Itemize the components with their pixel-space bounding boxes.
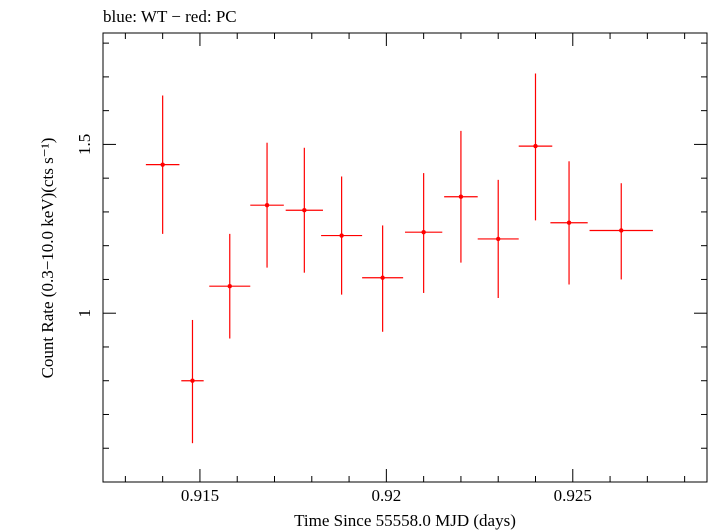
point-marker bbox=[380, 275, 385, 280]
data-point bbox=[477, 179, 519, 299]
data-point bbox=[181, 319, 204, 444]
point-marker bbox=[302, 208, 307, 213]
point-marker bbox=[421, 229, 426, 235]
data-point bbox=[589, 183, 653, 280]
data-point bbox=[321, 176, 363, 295]
x-tick-label: 0.915 bbox=[181, 486, 219, 505]
data-point bbox=[145, 95, 180, 234]
data-point bbox=[362, 225, 404, 332]
axis-tick-labels: 0.915 0.92 0.925 1 1.5 bbox=[75, 134, 592, 505]
point-marker bbox=[619, 228, 624, 233]
x-axis-label: Time Since 55558.0 MJD (days) bbox=[294, 511, 516, 530]
y-axis-label: Count Rate (0.3−10.0 keV)(cts s⁻¹) bbox=[38, 138, 57, 379]
point-marker bbox=[566, 220, 572, 225]
data-point bbox=[444, 130, 478, 263]
point-marker bbox=[496, 236, 501, 242]
point-marker bbox=[339, 233, 344, 238]
x-tick-label: 0.92 bbox=[371, 486, 401, 505]
point-marker bbox=[533, 143, 538, 149]
axis-ticks bbox=[103, 33, 707, 483]
point-marker bbox=[264, 202, 270, 208]
data-points-pc bbox=[145, 73, 653, 444]
data-point bbox=[518, 73, 553, 221]
point-marker bbox=[160, 162, 165, 167]
point-marker bbox=[227, 283, 232, 289]
plot-frame bbox=[102, 32, 708, 483]
data-point bbox=[405, 173, 443, 293]
data-point bbox=[550, 161, 588, 285]
x-tick-label: 0.925 bbox=[554, 486, 592, 505]
point-marker bbox=[458, 194, 464, 199]
data-point bbox=[285, 147, 323, 273]
data-point bbox=[209, 233, 251, 339]
point-marker bbox=[190, 378, 195, 383]
y-tick-label: 1.5 bbox=[75, 134, 94, 155]
data-point bbox=[250, 142, 284, 268]
y-tick-label: 1 bbox=[75, 309, 94, 318]
chart-title: blue: WT − red: PC bbox=[103, 7, 237, 26]
